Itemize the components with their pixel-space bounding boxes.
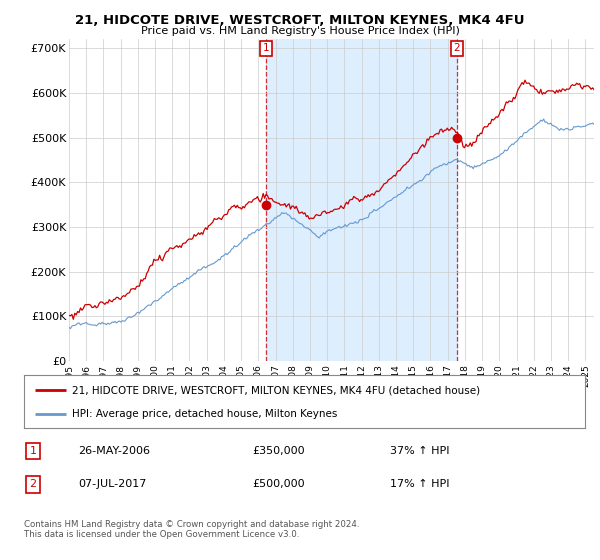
Bar xyxy=(266,39,457,361)
Text: Contains HM Land Registry data © Crown copyright and database right 2024.
This d: Contains HM Land Registry data © Crown c… xyxy=(24,520,359,539)
Text: 26-MAY-2006: 26-MAY-2006 xyxy=(78,446,150,456)
Text: 1: 1 xyxy=(29,446,37,456)
Text: 21, HIDCOTE DRIVE, WESTCROFT, MILTON KEYNES, MK4 4FU (detached house): 21, HIDCOTE DRIVE, WESTCROFT, MILTON KEY… xyxy=(71,385,480,395)
Text: 37% ↑ HPI: 37% ↑ HPI xyxy=(390,446,449,456)
Text: Price paid vs. HM Land Registry's House Price Index (HPI): Price paid vs. HM Land Registry's House … xyxy=(140,26,460,36)
Text: 2: 2 xyxy=(29,479,37,489)
Text: 07-JUL-2017: 07-JUL-2017 xyxy=(78,479,146,489)
Text: 21, HIDCOTE DRIVE, WESTCROFT, MILTON KEYNES, MK4 4FU: 21, HIDCOTE DRIVE, WESTCROFT, MILTON KEY… xyxy=(75,14,525,27)
Text: £350,000: £350,000 xyxy=(252,446,305,456)
Text: 17% ↑ HPI: 17% ↑ HPI xyxy=(390,479,449,489)
Text: 1: 1 xyxy=(263,43,269,53)
Text: £500,000: £500,000 xyxy=(252,479,305,489)
Text: 2: 2 xyxy=(454,43,460,53)
Text: HPI: Average price, detached house, Milton Keynes: HPI: Average price, detached house, Milt… xyxy=(71,409,337,419)
